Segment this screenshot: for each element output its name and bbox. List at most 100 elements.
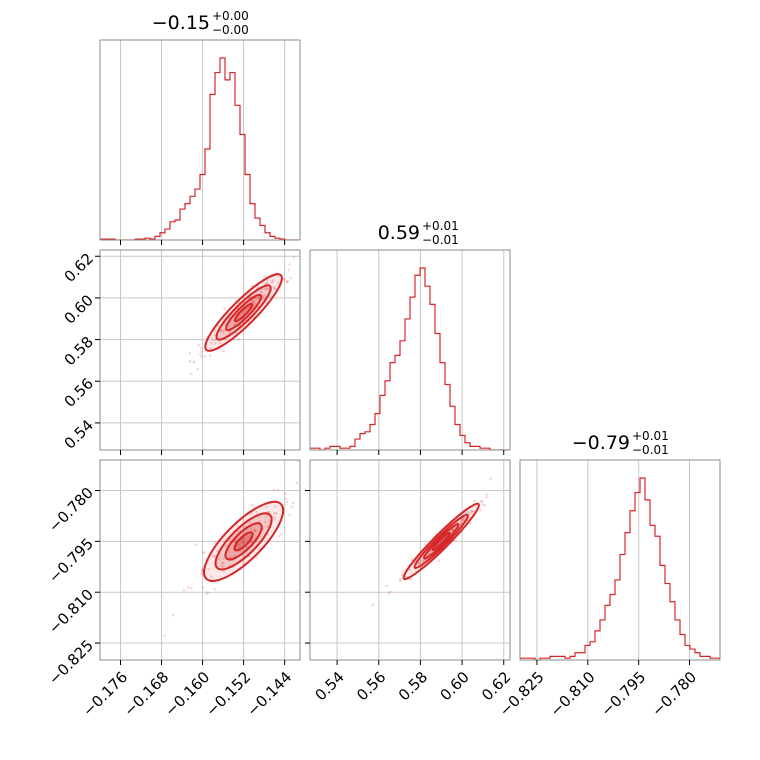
scatter-point-1-0-66 bbox=[213, 329, 217, 332]
panel-content-1-1 bbox=[310, 267, 510, 450]
xtick-label-0-0: −0.176 bbox=[79, 668, 131, 720]
scatter-point-1-0-46 bbox=[200, 346, 203, 350]
scatter-point-1-0-103 bbox=[210, 336, 214, 339]
title-lower-2: −0.01 bbox=[632, 443, 669, 457]
scatter-point-2-1-5 bbox=[423, 543, 427, 546]
scatter-point-2-0-20 bbox=[201, 585, 205, 589]
contour-line-1-0-1 bbox=[215, 284, 272, 341]
scatter-point-1-0-22 bbox=[222, 328, 226, 332]
scatter-point-2-0-45 bbox=[295, 481, 299, 485]
panel-1-0 bbox=[95, 249, 301, 455]
scatter-point-2-0-123 bbox=[213, 588, 217, 591]
scatter-point-2-0-69 bbox=[284, 492, 287, 496]
scatter-point-1-0-113 bbox=[288, 263, 291, 266]
scatter-point-1-0-76 bbox=[213, 338, 217, 342]
scatter-point-2-1-55 bbox=[417, 561, 421, 565]
panel-0-0 bbox=[99, 39, 301, 245]
panel-frame-2-1 bbox=[309, 459, 511, 661]
contour-line-2-1-2 bbox=[422, 523, 460, 560]
scatter-point-2-0-125 bbox=[266, 525, 269, 528]
scatter-point-1-0-84 bbox=[271, 281, 274, 285]
scatter-point-1-0-36 bbox=[192, 360, 196, 363]
scatter-point-2-0-58 bbox=[241, 538, 244, 542]
scatter-point-2-1-79 bbox=[387, 592, 390, 595]
xtick-label-2-3: −0.780 bbox=[648, 668, 700, 720]
scatter-point-2-0-39 bbox=[253, 528, 256, 532]
scatter-point-2-0-91 bbox=[221, 561, 225, 565]
scatter-point-1-0-129 bbox=[251, 300, 255, 303]
scatter-point-2-1-20 bbox=[462, 517, 466, 520]
scatter-point-2-0-136 bbox=[222, 557, 225, 560]
scatter-point-1-0-85 bbox=[270, 279, 274, 283]
scatter-point-1-0-5 bbox=[188, 360, 192, 363]
contour-line-2-1-0 bbox=[402, 502, 480, 581]
scatter-point-2-1-59 bbox=[399, 577, 402, 581]
scatter-point-1-0-35 bbox=[213, 333, 216, 336]
scatter-point-2-1-35 bbox=[485, 496, 488, 499]
scatter-point-2-0-116 bbox=[250, 527, 253, 530]
scatter-point-1-0-72 bbox=[237, 337, 240, 341]
scatter-point-2-1-8 bbox=[480, 499, 484, 503]
scatter-point-1-0-53 bbox=[196, 368, 199, 371]
scatter-point-2-1-91 bbox=[408, 568, 412, 572]
contour-fill-2-1-0 bbox=[403, 503, 479, 580]
scatter-point-2-1-87 bbox=[437, 559, 441, 562]
scatter-point-2-0-4 bbox=[272, 515, 275, 519]
scatter-point-2-1-60 bbox=[451, 528, 454, 532]
scatter-point-2-0-109 bbox=[285, 500, 289, 504]
scatter-point-2-0-25 bbox=[242, 541, 246, 545]
ytick-label-2-0: −0.825 bbox=[45, 636, 97, 688]
scatter-point-2-0-49 bbox=[201, 550, 205, 554]
ytick-label-2-3: −0.780 bbox=[45, 484, 97, 536]
contour-line-2-1-3 bbox=[431, 531, 451, 551]
scatter-point-1-0-86 bbox=[266, 287, 270, 291]
xtick-label-1-3: 0.60 bbox=[436, 668, 472, 704]
title-value-1: 0.59 bbox=[378, 222, 420, 244]
scatter-point-2-1-73 bbox=[460, 522, 463, 525]
title-upper-0: +0.00 bbox=[212, 9, 249, 23]
scatter-point-2-0-16 bbox=[222, 565, 225, 568]
contour-line-2-0-3 bbox=[233, 531, 254, 552]
scatter-point-2-0-27 bbox=[288, 513, 291, 517]
scatter-point-2-1-30 bbox=[485, 493, 488, 496]
scatter-point-1-0-124 bbox=[272, 285, 276, 289]
scatter-point-2-0-93 bbox=[257, 547, 261, 550]
scatter-point-1-0-104 bbox=[272, 287, 276, 290]
scatter-point-2-0-124 bbox=[266, 514, 269, 517]
scatter-point-1-0-74 bbox=[256, 285, 260, 288]
scatter-point-1-0-123 bbox=[209, 346, 212, 350]
scatter-point-2-0-67 bbox=[199, 572, 202, 576]
scatter-point-1-0-63 bbox=[264, 286, 268, 290]
ytick-label-1-3: 0.60 bbox=[61, 291, 97, 327]
scatter-point-1-0-68 bbox=[287, 268, 291, 272]
scatter-point-2-0-3 bbox=[240, 541, 243, 545]
scatter-point-2-0-135 bbox=[268, 519, 271, 522]
scatter-point-2-1-104 bbox=[483, 504, 487, 507]
scatter-point-2-1-39 bbox=[401, 569, 404, 573]
scatter-point-2-1-65 bbox=[451, 528, 454, 532]
scatter-point-2-0-102 bbox=[255, 510, 259, 514]
scatter-point-1-0-20 bbox=[263, 274, 266, 278]
scatter-point-2-1-127 bbox=[459, 518, 463, 522]
panel-frame-0-0 bbox=[99, 39, 301, 241]
scatter-point-2-0-120 bbox=[291, 501, 295, 505]
scatter-point-2-0-139 bbox=[207, 591, 210, 595]
xtick-label-0-3: −0.152 bbox=[202, 668, 254, 720]
title-lower-0: −0.00 bbox=[212, 23, 249, 37]
scatter-point-2-0-41 bbox=[201, 568, 204, 571]
ytick-label-1-2: 0.58 bbox=[61, 333, 97, 369]
ytick-label-1-1: 0.56 bbox=[61, 375, 97, 411]
xtick-label-2-1: −0.810 bbox=[547, 668, 599, 720]
panel-frame-1-1 bbox=[309, 249, 511, 451]
scatter-point-2-0-79 bbox=[186, 586, 190, 589]
scatter-point-1-0-111 bbox=[208, 354, 212, 357]
title-value-0: −0.15 bbox=[152, 12, 210, 34]
scatter-point-1-0-112 bbox=[282, 278, 286, 282]
panel-frame-2-0 bbox=[99, 459, 301, 661]
scatter-point-1-0-126 bbox=[286, 280, 289, 283]
scatter-point-2-0-65 bbox=[250, 512, 253, 515]
scatter-point-1-0-71 bbox=[265, 279, 269, 282]
contour-line-1-0-0 bbox=[204, 273, 283, 352]
scatter-point-2-0-76 bbox=[254, 529, 257, 533]
scatter-point-1-0-138 bbox=[263, 294, 266, 297]
